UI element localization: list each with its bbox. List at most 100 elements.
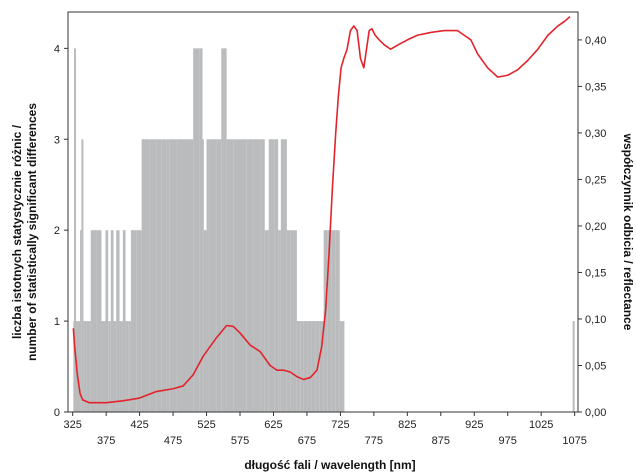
bar (335, 230, 340, 412)
bar (339, 321, 343, 412)
bar (253, 139, 261, 412)
bar (119, 321, 123, 412)
x-tick-label: 375 (97, 435, 115, 447)
bar (193, 48, 200, 413)
right-y-tick-label: 0,05 (585, 360, 606, 372)
bar (221, 48, 224, 413)
x-tick-label: 1075 (562, 435, 586, 447)
plot-frame (67, 11, 579, 413)
bar (73, 321, 75, 412)
bar (223, 48, 227, 413)
bar (303, 321, 308, 412)
bar (122, 230, 126, 412)
bar (240, 139, 247, 412)
x-tick-label: 925 (465, 419, 483, 431)
right-y-tick-label: 0,25 (585, 174, 606, 186)
x-tick-label: 1025 (529, 419, 553, 431)
bar (307, 321, 312, 412)
bar (128, 321, 131, 412)
bar (293, 230, 297, 412)
right-y-tick-label: 0,00 (585, 407, 606, 419)
x-tick-label: 625 (264, 419, 282, 431)
bar (74, 48, 77, 413)
bar (86, 321, 91, 412)
bar (113, 321, 117, 412)
bar (169, 139, 177, 412)
bar (246, 139, 254, 412)
x-tick-label: 325 (64, 419, 82, 431)
x-tick-label: 575 (231, 435, 249, 447)
left-y-tick-label: 1 (54, 316, 60, 328)
bar (300, 321, 304, 412)
bar (331, 230, 336, 412)
right-y-tick-label: 0,40 (585, 35, 606, 47)
bar (260, 139, 265, 412)
bar (130, 230, 137, 412)
left-axis-title-line2: number of statistically significant diff… (25, 103, 39, 361)
right-y-tick-label: 0,10 (585, 314, 606, 326)
bar (271, 139, 275, 412)
ticks-layer: 0 1 2 3 4 0,00 0,05 0,10 0,15 0,20 0,25 0,30 0,35 0,4… (54, 35, 607, 447)
bar (83, 321, 87, 412)
x-tick-label: 425 (130, 419, 148, 431)
bar (116, 230, 120, 412)
x-tick-label: 875 (432, 435, 450, 447)
bar (311, 321, 316, 412)
bar (90, 230, 97, 412)
bar (323, 230, 328, 412)
right-y-tick-label: 0,30 (585, 128, 606, 140)
bar (203, 230, 207, 412)
bar (149, 139, 157, 412)
bar (156, 139, 162, 412)
x-tick-label: 675 (298, 435, 316, 447)
bar (136, 230, 142, 412)
bar (209, 139, 217, 412)
right-axis-title: współczynnik odbicia / reflectance (621, 133, 635, 331)
bar (327, 230, 332, 412)
bar (141, 139, 150, 412)
bar (283, 139, 287, 412)
bar (274, 139, 279, 412)
bar (233, 139, 240, 412)
bar (216, 139, 222, 412)
x-tick-label: 725 (331, 419, 349, 431)
bar (296, 321, 301, 412)
bar (226, 139, 234, 412)
bars-layer (73, 48, 575, 413)
right-y-tick-label: 0,35 (585, 81, 606, 93)
left-y-tick-label: 3 (54, 134, 60, 146)
bar (199, 48, 203, 413)
right-y-tick-label: 0,20 (585, 221, 606, 233)
x-tick-label: 975 (499, 435, 517, 447)
bar (186, 139, 194, 412)
bar (78, 321, 81, 412)
bar (96, 230, 102, 412)
bar (166, 139, 170, 412)
bar (105, 230, 109, 412)
bar (176, 139, 187, 412)
bar (81, 139, 84, 412)
left-y-tick-label: 0 (54, 407, 60, 419)
bar (206, 139, 210, 412)
bar (268, 139, 272, 412)
left-axis-title-line1: liczba istotnych statystycznie różnic / (10, 124, 24, 339)
bar (161, 139, 167, 412)
reflectance-line (72, 16, 571, 404)
bar (342, 321, 345, 412)
left-y-tick-label: 2 (54, 225, 60, 237)
bar (264, 230, 269, 412)
x-tick-label: 525 (197, 419, 215, 431)
right-y-tick-label: 0,15 (585, 267, 606, 279)
x-tick-label: 775 (365, 435, 383, 447)
bar (319, 321, 324, 412)
bar (202, 139, 204, 412)
bar (286, 230, 291, 412)
line-layer (72, 16, 571, 404)
bar (278, 230, 281, 412)
bar (572, 321, 575, 412)
bar (108, 321, 111, 412)
bar (280, 139, 284, 412)
left-y-tick-label: 4 (54, 43, 60, 55)
x-tick-label: 475 (164, 435, 182, 447)
